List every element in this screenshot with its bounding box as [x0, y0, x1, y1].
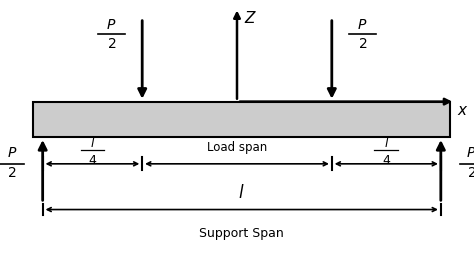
Text: Support Span: Support Span	[200, 227, 284, 240]
Text: $4$: $4$	[88, 154, 97, 167]
Text: $x$: $x$	[457, 103, 469, 118]
Text: $2$: $2$	[358, 37, 367, 51]
Text: $l$: $l$	[383, 136, 389, 150]
Text: $2$: $2$	[467, 166, 474, 180]
Bar	[33, 102, 450, 137]
Text: $4$: $4$	[382, 154, 391, 167]
Text: Load span: Load span	[207, 141, 267, 154]
Text: $P$: $P$	[106, 18, 117, 32]
Text: $P$: $P$	[7, 146, 17, 160]
Text: $2$: $2$	[7, 166, 17, 180]
Text: $l$: $l$	[90, 136, 95, 150]
Text: $P$: $P$	[466, 146, 474, 160]
Text: $l$: $l$	[238, 184, 245, 202]
Text: $Z$: $Z$	[244, 10, 257, 26]
Text: $2$: $2$	[107, 37, 116, 51]
Text: $P$: $P$	[357, 18, 368, 32]
